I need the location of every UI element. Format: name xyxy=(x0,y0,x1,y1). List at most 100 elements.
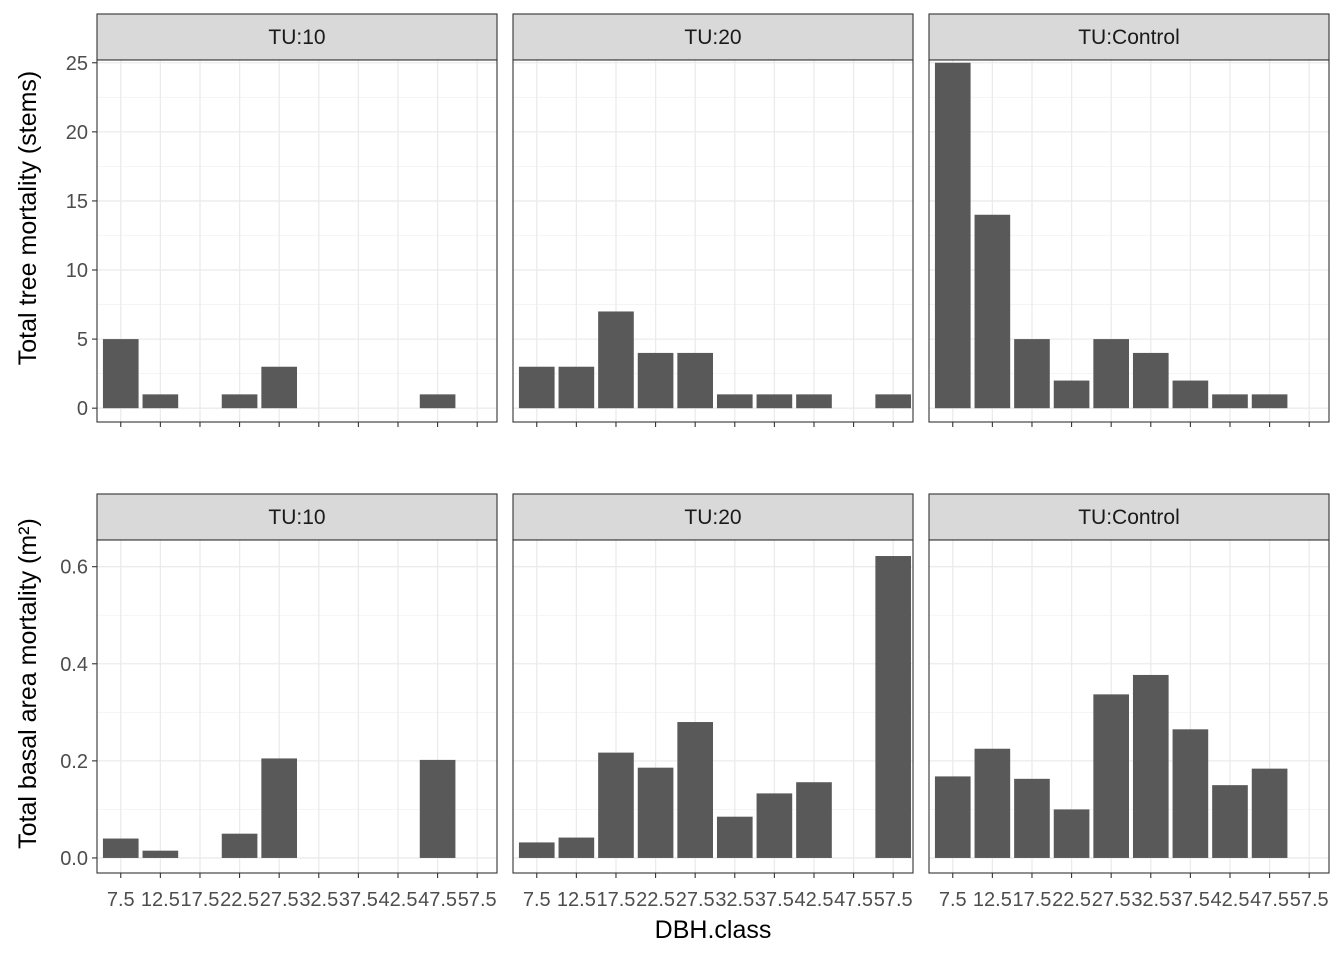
bar xyxy=(518,842,555,858)
panel-border xyxy=(96,539,498,874)
bar xyxy=(419,394,456,409)
bar xyxy=(796,782,832,858)
facet-strip xyxy=(512,13,914,61)
x-tick-label: 37.5 xyxy=(755,889,794,911)
bar xyxy=(1212,785,1248,858)
facet-strip xyxy=(512,493,914,541)
bar xyxy=(221,394,258,409)
bar xyxy=(102,339,139,409)
bar xyxy=(1014,778,1050,858)
bar xyxy=(677,352,713,409)
x-tick-label: 27.5 xyxy=(260,889,299,911)
x-tick-label: 22.5 xyxy=(220,889,259,911)
y-tick-label: 5 xyxy=(77,329,88,351)
x-tick-label: 7.5 xyxy=(523,889,551,911)
x-tick-label: 57.5 xyxy=(874,889,913,911)
x-tick-label: 22.5 xyxy=(1052,889,1091,911)
bar xyxy=(1053,809,1090,858)
x-tick-label: 37.5 xyxy=(339,889,378,911)
bar xyxy=(974,748,1011,858)
y-tick-label: 10 xyxy=(66,260,88,282)
facet-panel: TU:20 7.5 12.5 17.5 22.5 27.5 32.5 37.5 42.5 47.5… xyxy=(512,493,914,911)
bar xyxy=(934,62,971,409)
facet-strip-label: TU:Control xyxy=(1078,26,1180,49)
facet-strip-label: TU:20 xyxy=(684,26,741,49)
bar xyxy=(1172,380,1209,409)
bar xyxy=(1251,394,1288,409)
y-tick-label: 15 xyxy=(66,191,88,213)
bar xyxy=(1132,352,1169,409)
bar xyxy=(261,758,297,858)
bar xyxy=(1251,768,1288,858)
bar xyxy=(261,366,297,409)
x-tick-label: 17.5 xyxy=(597,889,636,911)
bar xyxy=(875,556,912,858)
bar xyxy=(1093,694,1129,858)
facet-strip-label: TU:Control xyxy=(1078,506,1180,529)
y-tick-label: 0.0 xyxy=(60,848,88,870)
facet-strip-label: TU:10 xyxy=(268,26,325,49)
bar xyxy=(1053,380,1090,409)
x-tick-label: 27.5 xyxy=(1092,889,1131,911)
panel-border xyxy=(512,539,914,874)
bar xyxy=(637,352,674,409)
bar xyxy=(102,838,139,858)
bar xyxy=(756,793,793,858)
x-tick-label: 17.5 xyxy=(181,889,220,911)
bar xyxy=(1093,339,1129,409)
bar xyxy=(518,366,555,409)
x-tick-label: 42.5 xyxy=(1211,889,1250,911)
x-tick-label: 47.5 xyxy=(1250,889,1289,911)
x-tick-label: 57.5 xyxy=(1290,889,1329,911)
bar xyxy=(716,816,753,858)
bar xyxy=(558,837,595,858)
x-tick-label: 47.5 xyxy=(418,889,457,911)
x-tick-label: 32.5 xyxy=(299,889,338,911)
bar xyxy=(1132,674,1169,858)
facet-strip xyxy=(928,13,1330,61)
y-tick-label: 25 xyxy=(66,53,88,75)
panel-border xyxy=(512,59,914,423)
x-tick-label: 12.5 xyxy=(973,889,1012,911)
panel-background xyxy=(97,60,497,422)
y-tick-label: 0.2 xyxy=(60,751,88,773)
bar xyxy=(1172,729,1209,858)
facet-panel: TU:Control 7.5 12.5 17.5 22.5 27.5 32.5 37.5 42.… xyxy=(928,493,1330,911)
facet-panel: TU:10 xyxy=(96,13,498,427)
x-tick-label: 12.5 xyxy=(141,889,180,911)
x-tick-label: 32.5 xyxy=(1131,889,1170,911)
x-axis-title: DBH.class xyxy=(655,916,772,944)
y-axis-title: Total basal area mortality (m²) xyxy=(14,518,42,849)
facet-strip xyxy=(96,493,498,541)
panel-border xyxy=(928,539,1330,874)
panel-border xyxy=(928,59,1330,423)
bar xyxy=(142,394,179,409)
bar xyxy=(934,776,971,858)
x-tick-label: 57.5 xyxy=(458,889,497,911)
bar xyxy=(1212,394,1248,409)
panel-border xyxy=(96,59,498,423)
bar xyxy=(974,214,1011,409)
bar xyxy=(716,394,753,409)
bar xyxy=(677,722,713,858)
x-tick-label: 47.5 xyxy=(834,889,873,911)
bar xyxy=(221,833,258,858)
x-tick-label: 42.5 xyxy=(795,889,834,911)
bar xyxy=(637,767,674,858)
bar xyxy=(142,850,179,858)
bar xyxy=(756,394,793,409)
facet-panel: TU:Control xyxy=(928,13,1330,427)
y-tick-label: 0.4 xyxy=(60,654,88,676)
bar xyxy=(875,394,912,409)
bar xyxy=(558,366,595,409)
bar xyxy=(598,752,634,858)
x-tick-label: 17.5 xyxy=(1013,889,1052,911)
facet-strip-label: TU:20 xyxy=(684,506,741,529)
x-tick-label: 7.5 xyxy=(107,889,135,911)
x-tick-label: 7.5 xyxy=(939,889,967,911)
x-tick-label: 22.5 xyxy=(636,889,675,911)
y-tick-label: 20 xyxy=(66,122,88,144)
facet-strip-label: TU:10 xyxy=(268,506,325,529)
x-tick-label: 37.5 xyxy=(1171,889,1210,911)
